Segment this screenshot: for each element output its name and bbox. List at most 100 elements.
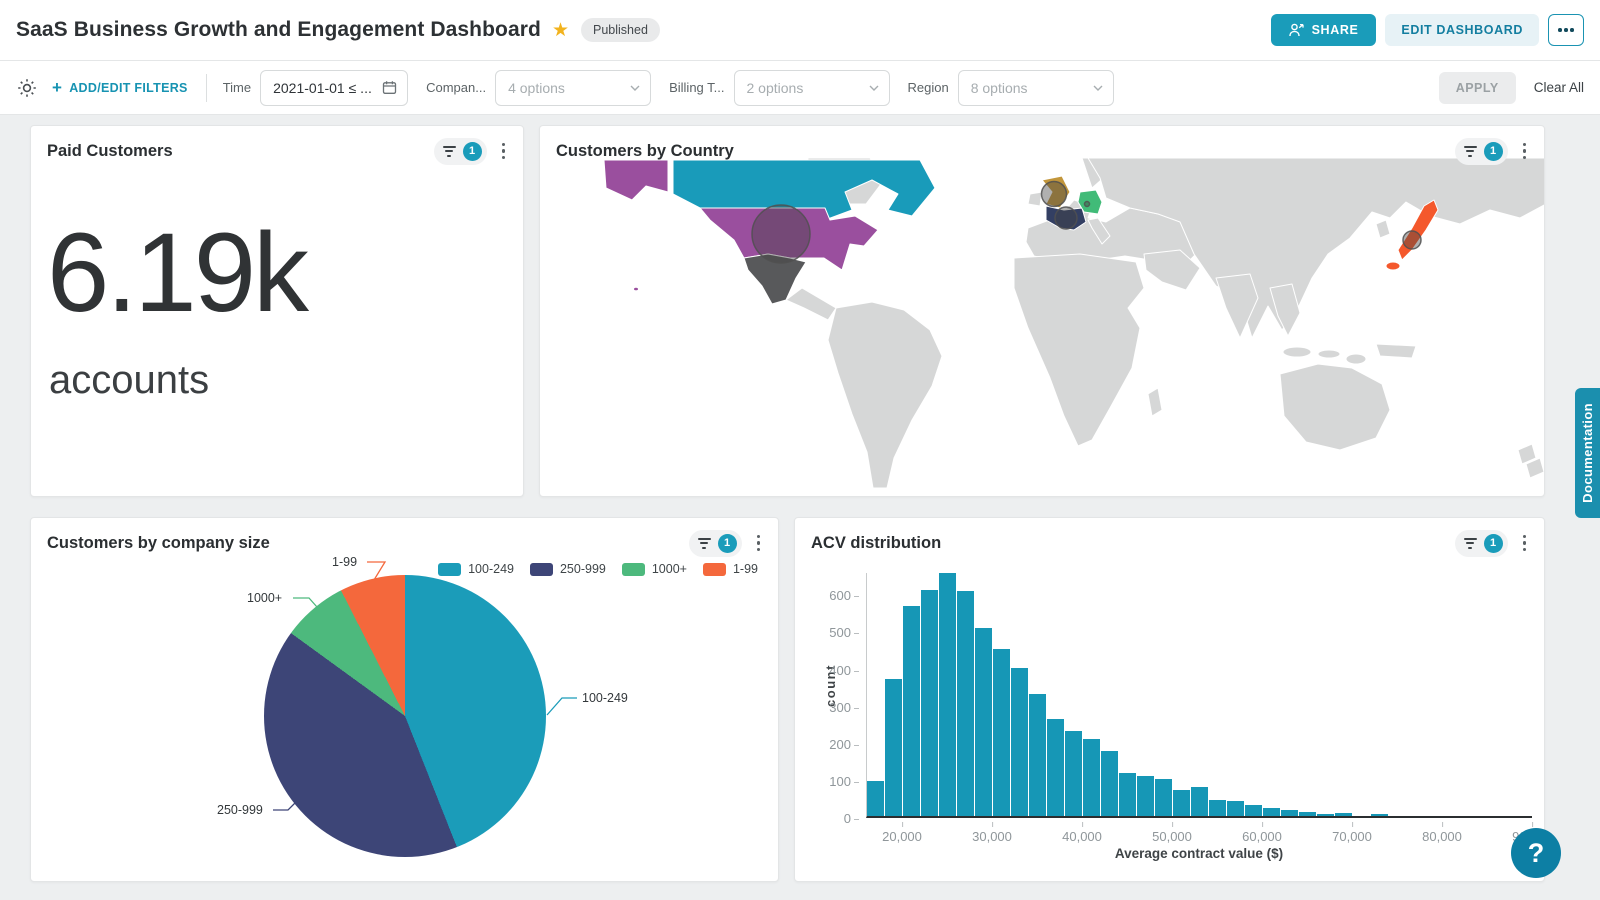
map-country-japan[interactable] [1397, 199, 1439, 261]
histogram-bar[interactable] [1119, 772, 1136, 816]
legend-item[interactable]: 1000+ [621, 562, 687, 576]
widget-filter-button[interactable]: 1 [1454, 529, 1508, 557]
pie-chart[interactable] [264, 575, 546, 857]
map-madagascar [1147, 387, 1163, 417]
company-size-filter-select[interactable]: 4 options [495, 69, 652, 106]
x-tick-label: 70,000 [1332, 822, 1372, 844]
widget-filter-button[interactable]: 1 [433, 137, 487, 165]
widget-filter-button[interactable]: 1 [688, 529, 742, 557]
map-indonesia [1345, 353, 1367, 365]
histogram-bar[interactable] [1029, 693, 1046, 816]
paid-customers-value: 6.19k [47, 210, 309, 335]
map-papua [1375, 343, 1417, 359]
widget-acv-distribution: ACV distribution 1 count 0 100 200 300 400 50… [794, 517, 1545, 882]
histogram-bar[interactable] [1101, 751, 1118, 816]
x-tick-label: 40,000 [1062, 822, 1102, 844]
favorite-star-icon[interactable]: ★ [551, 19, 569, 41]
histogram-bar[interactable] [1011, 667, 1028, 816]
map-bubble-uk[interactable] [1040, 180, 1068, 208]
status-badge: Published [581, 18, 660, 42]
histogram-bar[interactable] [1137, 775, 1154, 816]
more-options-button[interactable] [1548, 14, 1584, 46]
map-bubble-france[interactable] [1054, 206, 1078, 230]
histogram-bar[interactable] [921, 589, 938, 816]
histogram-bar[interactable] [1299, 811, 1316, 816]
histogram-bar[interactable] [1335, 812, 1352, 816]
map-country-usa[interactable] [699, 207, 879, 271]
widget-filter-button[interactable]: 1 [1454, 137, 1508, 165]
histogram-bar[interactable] [1173, 789, 1190, 816]
world-map[interactable] [540, 157, 1544, 496]
map-bubble-usa[interactable] [751, 204, 811, 264]
histogram-bar[interactable] [1245, 804, 1262, 816]
region-filter-select[interactable]: 8 options [957, 69, 1114, 106]
legend-item[interactable]: 1-99 [702, 562, 758, 576]
map-bubble-germany[interactable] [1083, 200, 1091, 208]
histogram-bar[interactable] [1155, 778, 1172, 816]
legend-item[interactable]: 100-249 [438, 562, 514, 576]
map-middle-east [1143, 249, 1201, 291]
histogram-bar[interactable] [1371, 814, 1388, 816]
pie-callout-1000plus: 1000+ [247, 591, 283, 605]
time-filter-input[interactable]: 2021-01-01 ≤ ... [260, 69, 409, 106]
histogram-bar[interactable] [1209, 799, 1226, 816]
histogram-bar[interactable] [1083, 739, 1100, 816]
histogram-bar[interactable] [1281, 809, 1298, 816]
x-tick-label: 30,000 [972, 822, 1012, 844]
histogram-bar[interactable] [993, 648, 1010, 816]
widget-menu-button[interactable] [1521, 141, 1529, 162]
documentation-tab[interactable]: Documentation [1575, 388, 1600, 518]
widget-menu-button[interactable] [500, 141, 508, 162]
histogram-bar[interactable] [1263, 808, 1280, 816]
legend-swatch [529, 562, 553, 576]
map-australia [1279, 363, 1391, 451]
widget-menu-button[interactable] [1521, 533, 1529, 554]
edit-dashboard-button[interactable]: EDIT DASHBOARD [1385, 14, 1539, 46]
map-bubble-japan[interactable] [1402, 230, 1422, 250]
histogram-bar[interactable] [1227, 801, 1244, 816]
histogram-bar[interactable] [1047, 718, 1064, 816]
legend-label: 1000+ [651, 562, 687, 576]
apply-label: APPLY [1455, 80, 1499, 95]
histogram-bar[interactable] [1191, 786, 1208, 816]
map-indonesia [1282, 346, 1312, 358]
histogram-bar[interactable] [1317, 814, 1334, 816]
histogram-bar[interactable] [885, 678, 902, 816]
widget-company-size: Customers by company size 1 100-249 250-… [30, 517, 779, 882]
calendar-icon [382, 81, 397, 94]
legend-item[interactable]: 250-999 [529, 562, 606, 576]
map-country-japan-south[interactable] [1385, 261, 1401, 271]
clear-all-button[interactable]: Clear All [1533, 80, 1584, 95]
histogram-bar[interactable] [867, 780, 884, 816]
filter-icon [1463, 145, 1477, 157]
widget-title: ACV distribution [811, 533, 942, 552]
billing-type-filter-select[interactable]: 2 options [733, 69, 890, 106]
histogram-bar[interactable] [903, 606, 920, 816]
map-country-usa-alaska[interactable] [603, 159, 669, 201]
apply-button[interactable]: APPLY [1438, 71, 1516, 104]
share-button-label: SHARE [1311, 23, 1359, 37]
map-country-germany[interactable] [1077, 189, 1103, 215]
histogram-bar[interactable] [957, 591, 974, 816]
filter-label-region: Region [907, 80, 949, 95]
legend-label: 250-999 [559, 562, 606, 576]
settings-gear-icon[interactable] [16, 77, 38, 99]
histogram-bar[interactable] [1065, 730, 1082, 816]
map-central-america [785, 287, 837, 321]
plus-icon: + [52, 77, 63, 97]
share-button[interactable]: SHARE [1270, 14, 1377, 46]
map-new-zealand [1517, 443, 1537, 465]
x-tick-label: 20,000 [882, 822, 922, 844]
map-country-mexico[interactable] [743, 253, 807, 305]
help-button[interactable]: ? [1511, 828, 1561, 878]
legend-swatch [702, 562, 726, 576]
add-edit-filters-button[interactable]: + ADD/EDIT FILTERS [52, 78, 188, 98]
filter-label-billing: Billing T... [669, 80, 725, 95]
histogram-bar[interactable] [975, 627, 992, 816]
filter-bar: + ADD/EDIT FILTERS Time 2021-01-01 ≤ ...… [0, 61, 1600, 115]
map-country-usa-hawaii[interactable] [633, 286, 639, 292]
y-tick-label: 100 [829, 773, 859, 789]
map-south-america [827, 301, 943, 489]
histogram-bar[interactable] [939, 572, 956, 816]
widget-menu-button[interactable] [755, 533, 763, 554]
